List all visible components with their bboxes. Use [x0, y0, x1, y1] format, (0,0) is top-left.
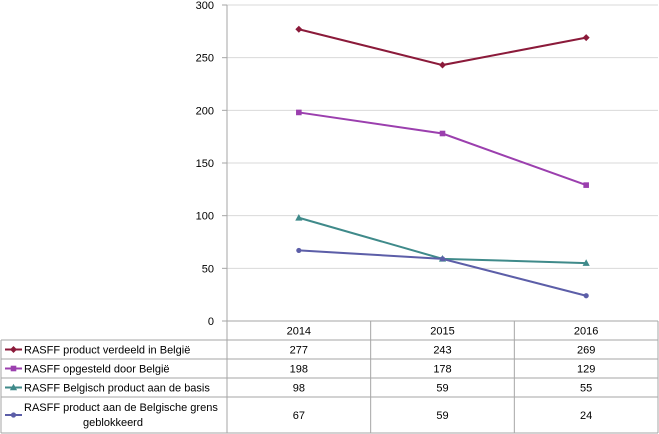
data-point-square [296, 109, 302, 116]
series-lines [295, 25, 590, 299]
y-tick-label: 300 [196, 0, 214, 12]
table-value: 59 [436, 383, 448, 395]
data-point-circle [10, 412, 17, 418]
data-point-diamond [10, 346, 17, 353]
x-tick-label: 2015 [430, 326, 454, 338]
data-point-square [439, 130, 446, 137]
table-value: 67 [293, 410, 305, 422]
data-point-diamond [439, 61, 446, 69]
table-value: 98 [293, 383, 305, 395]
y-tick-label: 150 [196, 158, 214, 170]
y-tick-label: 0 [208, 316, 214, 328]
table-value: 24 [580, 410, 592, 422]
series-line [298, 28, 587, 67]
data-point-square [10, 365, 17, 372]
table-value: 243 [433, 345, 451, 357]
data-point-square [583, 182, 589, 188]
gridlines [227, 4, 658, 269]
data-point-diamond [582, 34, 590, 42]
table-value: 277 [290, 345, 308, 357]
series-2 [296, 109, 589, 188]
x-tick-label: 2014 [287, 326, 311, 338]
y-tick-label: 250 [196, 53, 214, 65]
x-tick-label: 2016 [574, 326, 598, 338]
series-line [298, 111, 587, 187]
data-point-circle [296, 247, 302, 254]
data-point-triangle [582, 259, 590, 266]
data-table: 2014 2015 2016 RASFF product verdeeld in Be… [0, 320, 659, 434]
table-value: 178 [433, 364, 451, 376]
table-value: 55 [580, 383, 592, 395]
legend-label: RASFF product verdeeld in België [24, 345, 190, 357]
table-value: 129 [577, 364, 595, 376]
data-point-diamond [295, 25, 303, 33]
y-tick-label: 200 [196, 105, 214, 117]
series-4 [296, 247, 589, 299]
y-axis: 0 50 100 150 200 250 300 [196, 0, 228, 328]
table-value: 198 [290, 364, 308, 376]
table-value: 59 [436, 410, 448, 422]
data-point-circle [439, 256, 446, 262]
legend-label: geblokkeerd [83, 417, 143, 429]
legend-label: RASFF Belgisch product aan de basis [24, 383, 210, 395]
series-1 [295, 25, 590, 69]
y-tick-label: 50 [202, 263, 214, 275]
y-tick-label: 100 [196, 211, 214, 223]
data-point-triangle [9, 383, 18, 391]
legend-label: RASFF opgesteld door België [24, 364, 170, 376]
data-point-triangle [295, 213, 303, 221]
data-point-circle [583, 293, 589, 299]
table-value: 269 [577, 345, 595, 357]
legend-label: RASFF product aan de Belgische grens [24, 402, 218, 414]
